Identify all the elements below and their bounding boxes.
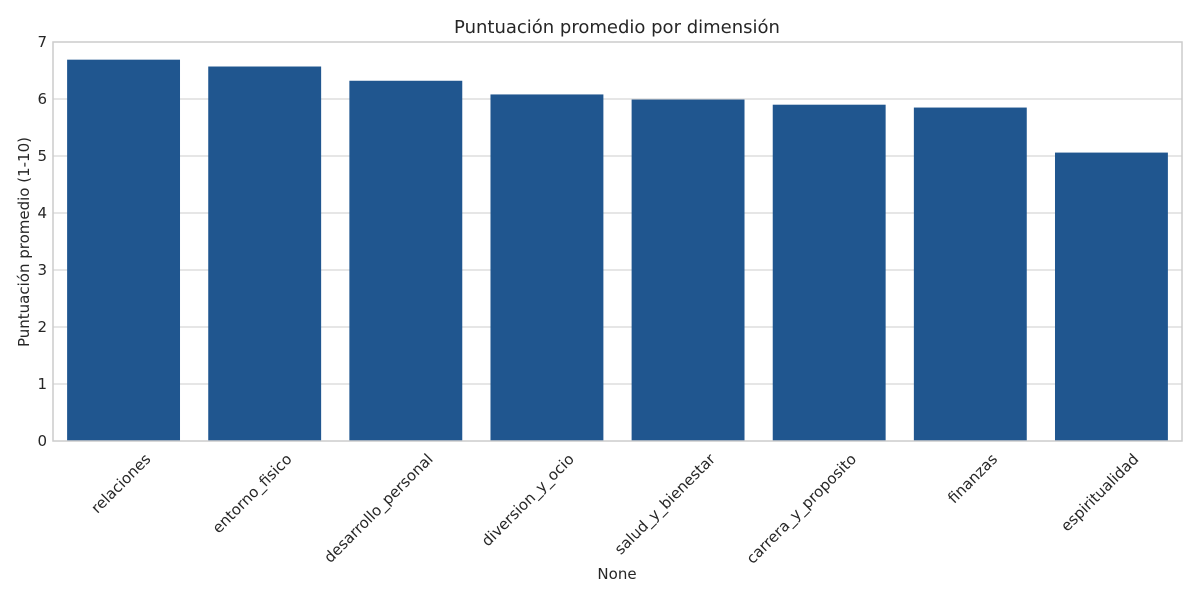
y-axis-label: Puntuación promedio (1-10) [15,137,33,347]
chart-title: Puntuación promedio por dimensión [454,17,780,38]
x-tick-label: espiritualidad [1057,450,1142,535]
x-tick-label: relaciones [88,450,155,517]
bar-relaciones [67,59,181,442]
x-tick-label: carrera_y_proposito [743,450,861,568]
bars [67,59,1168,442]
x-tick-labels: relaciones entorno_fisico desarrollo_perso… [88,450,1143,569]
y-tick-label: 1 [37,375,47,393]
plot-frame [52,41,1183,442]
bar-diversion_y_ocio [490,94,604,441]
x-axis-label: None [597,565,636,583]
y-tick-label: 6 [37,90,47,108]
y-tick-labels: 0 1 2 3 4 5 6 7 [37,33,47,450]
y-tick-label: 7 [37,33,47,51]
bar-carrera_y_proposito [772,104,886,441]
y-tick-label: 3 [37,261,47,279]
x-tick-label: entorno_fisico [209,450,297,538]
bar-entorno_fisico [208,66,322,441]
x-tick-label: salud_y_bienestar [611,450,720,559]
bar-desarrollo_personal [349,80,463,441]
y-tick-label: 0 [37,432,47,450]
y-tick-label: 2 [37,318,47,336]
y-tick-label: 5 [37,147,47,165]
x-tick-label: diversion_y_ocio [478,450,579,551]
x-tick-label: finanzas [944,450,1001,507]
y-tick-label: 4 [37,204,47,222]
bar-espiritualidad [1054,152,1168,441]
bar-salud_y_bienestar [631,99,745,441]
bar-finanzas [913,107,1027,442]
x-tick-label: desarrollo_personal [320,450,437,567]
